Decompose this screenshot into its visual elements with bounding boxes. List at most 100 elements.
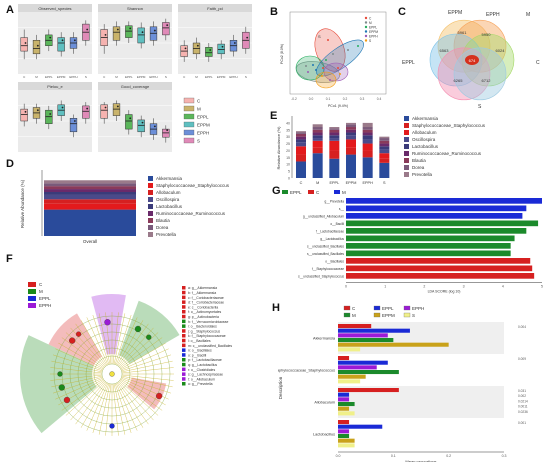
overall-segment-8 — [44, 180, 136, 184]
facet-title: Pielou_e — [47, 84, 63, 89]
panel-d-category: Overall — [83, 239, 97, 244]
venn-count-3: 6024 — [496, 48, 506, 53]
clade-taxon-label: i: o__Bacteroidales — [188, 325, 217, 329]
clade-branch — [65, 380, 105, 416]
overall-segment-5 — [44, 189, 136, 192]
bar-S-3 — [379, 149, 390, 154]
x-tick-label: EPPH — [149, 75, 157, 79]
pcoa-legend-dot-S — [364, 39, 368, 42]
x-tick-label: C — [183, 75, 186, 79]
clade-branch — [117, 381, 149, 425]
box-3 — [137, 119, 145, 133]
box-1 — [112, 103, 121, 116]
clade-taxon-label: o: p__Bacilli — [188, 353, 207, 357]
h-bar-3-1 — [338, 424, 383, 429]
h-xtick: 0.1 — [391, 454, 396, 458]
clade-branch — [119, 380, 159, 416]
lefse-xtick: 3 — [463, 285, 465, 289]
panel-e-ytick: 20 — [286, 149, 290, 153]
venn-label-S: S — [478, 104, 482, 110]
h-category-label: Staphylococcaceae_Staphylococcus — [278, 369, 335, 373]
clade-taxon-swatch — [182, 348, 186, 352]
x-tick-label: EPPL — [205, 75, 213, 79]
clade-branch — [114, 383, 132, 434]
pcoa-point — [312, 64, 314, 66]
x-tick-label: EPPH — [69, 75, 77, 79]
x-tick-label: EPPM — [57, 75, 66, 79]
h-legend-label-EPPH: EPPH — [412, 306, 424, 311]
panel-e-ytick: 25 — [286, 142, 290, 146]
bar-S-7 — [379, 138, 390, 141]
bar-S-0 — [379, 162, 390, 178]
panel-e-legend-label: Blautia — [412, 158, 426, 163]
legend-label-EPPM: EPPM — [197, 123, 210, 128]
clade-taxon-swatch — [182, 300, 186, 304]
h-legend-label-M: M — [352, 313, 356, 318]
panel-d-legend-swatch — [148, 225, 153, 230]
x-tick-label: EPPL — [125, 75, 133, 79]
facet-strip — [98, 4, 172, 12]
facet-strip — [178, 4, 252, 12]
panel-e-legend-label: Ruminococcaceae_Ruminococcus — [412, 151, 482, 156]
h-legend-swatch-M — [343, 312, 351, 318]
panel-e-legend-label: Staphylococcaceae_Staphylococcus — [412, 123, 486, 128]
panel-e-legend-label: Lactobacillus — [412, 144, 439, 149]
clade-legend-swatch-EPPL — [28, 296, 36, 301]
h-legend-label-EPPM: EPPM — [382, 313, 395, 318]
panel-e-ytick: 5 — [288, 170, 290, 174]
pcoa-ellipse-label: S — [318, 34, 321, 39]
clade-legend-label-C: C — [39, 282, 43, 287]
h-bar-1-3 — [338, 370, 399, 375]
box-point — [209, 49, 212, 51]
lefse-bar-label: g__Lactobacillus — [320, 237, 344, 241]
pcoa-legend-dot-C — [364, 16, 368, 20]
panel-e-ylabel: Relative Abundance (%) — [276, 126, 281, 170]
lefse-bar-5 — [346, 235, 515, 242]
clade-branch — [75, 381, 107, 425]
lefse-xtick: 1 — [384, 285, 386, 289]
clade-branch — [98, 383, 111, 435]
box-point — [104, 34, 107, 36]
clade-branch — [55, 348, 103, 371]
lefse-bar-1 — [346, 205, 527, 212]
clade-branch — [120, 378, 166, 406]
panel-d-legend-label: Staphylococcaceae_Staphylococcus — [156, 183, 230, 188]
clade-branch — [115, 317, 138, 365]
bar-C-0 — [296, 161, 306, 178]
h-bar-2-2 — [338, 397, 350, 402]
h-legend-swatch-EPPH — [403, 305, 411, 311]
pcoa-point — [327, 39, 329, 41]
clade-legend-swatch-C — [28, 282, 36, 287]
panel-d-legend-swatch — [148, 218, 153, 223]
pcoa-ellipse-5 — [315, 71, 337, 89]
h-legend-swatch-S — [403, 312, 411, 318]
panel-e-ytick: 35 — [286, 128, 290, 132]
bar-S-5 — [379, 143, 390, 147]
bar-EPPH-6 — [362, 129, 373, 133]
facet-title: Observed_species — [38, 6, 71, 11]
h-bar-1-2 — [338, 365, 377, 370]
h-legend-label-C: C — [352, 306, 356, 311]
bar-M-7 — [312, 127, 323, 130]
h-pvalue: 0.004 — [518, 325, 526, 329]
bar-M-5 — [312, 132, 323, 136]
lefse-bar-label: f__Staphylococcaceae — [312, 267, 344, 271]
facet-2: Faith_pd C M EPPL EPPM EPPH S — [178, 4, 252, 79]
clade-node-0 — [63, 396, 71, 404]
bar-EPPL-4 — [329, 135, 340, 139]
panel-label-e: E — [270, 110, 278, 122]
box-point — [24, 110, 27, 113]
lefse-bar-label: g__Prevotella — [325, 199, 345, 203]
panel-label-a: A — [6, 4, 14, 16]
bar-EPPH-7 — [362, 127, 373, 130]
box-5 — [162, 22, 170, 36]
overall-segment-4 — [44, 192, 136, 195]
clade-taxon-swatch — [182, 353, 186, 357]
bar-EPPL-7 — [329, 128, 340, 130]
clade-branch — [114, 314, 132, 365]
lefse-bar-6 — [346, 243, 511, 249]
panel-e-ytick: 40 — [286, 121, 290, 125]
lefse-bar-2 — [346, 213, 523, 219]
panel-d-legend-label: Oscillospira — [156, 197, 180, 202]
